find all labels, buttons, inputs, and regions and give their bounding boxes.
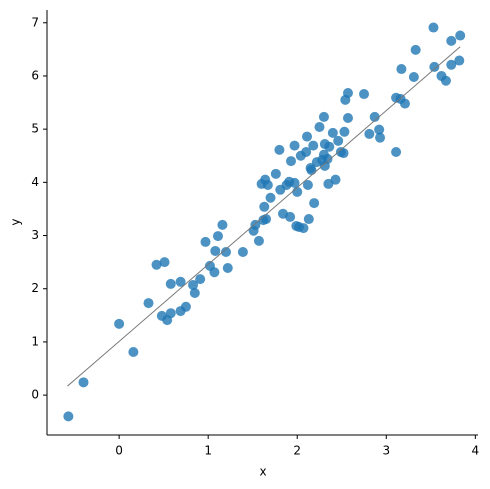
y-tick-label: 1	[31, 334, 39, 348]
point	[327, 127, 338, 138]
x-tick-label: 2	[293, 444, 301, 458]
point	[237, 247, 248, 258]
point	[333, 135, 344, 146]
point	[324, 141, 335, 152]
point	[220, 247, 231, 258]
point	[289, 177, 300, 188]
point	[428, 22, 439, 33]
point	[212, 231, 223, 242]
point	[440, 75, 451, 86]
point	[63, 411, 74, 422]
point	[364, 128, 375, 139]
point	[301, 147, 312, 158]
x-tick-label: 1	[204, 444, 212, 458]
point	[303, 214, 314, 225]
point	[330, 174, 341, 185]
point	[338, 148, 349, 159]
point	[369, 111, 380, 122]
point	[262, 180, 273, 190]
point	[302, 131, 313, 142]
y-tick-label: 3	[31, 228, 39, 242]
point	[151, 259, 162, 270]
point	[314, 122, 325, 133]
y-tick-label: 7	[31, 15, 39, 29]
y-tick-label: 0	[31, 388, 39, 402]
point	[446, 35, 457, 46]
point	[165, 278, 176, 289]
point	[309, 198, 320, 209]
point	[454, 55, 465, 66]
point	[375, 132, 386, 143]
point	[342, 112, 353, 123]
point	[374, 124, 385, 135]
point	[253, 235, 264, 246]
point	[396, 64, 407, 75]
y-tick-label: 5	[31, 122, 39, 136]
point	[259, 201, 270, 212]
point	[175, 276, 186, 287]
point	[159, 257, 170, 268]
point	[270, 168, 281, 179]
y-axis-label: y	[9, 218, 23, 225]
point	[455, 30, 466, 41]
point	[265, 192, 276, 203]
point	[359, 89, 370, 100]
x-tick-label: 3	[382, 444, 390, 458]
fit-line	[67, 46, 461, 387]
point	[410, 44, 421, 55]
point	[250, 219, 261, 230]
point	[285, 156, 296, 167]
point	[200, 236, 211, 247]
point	[128, 347, 139, 358]
point	[322, 153, 333, 164]
point	[446, 59, 457, 70]
point	[342, 87, 353, 98]
point	[285, 211, 296, 222]
point	[399, 98, 410, 109]
point	[261, 214, 272, 225]
x-axis-label: x	[259, 465, 266, 479]
point	[114, 318, 125, 329]
point	[180, 301, 191, 312]
point	[274, 144, 285, 155]
point	[209, 267, 220, 278]
point	[289, 140, 300, 151]
x-tick-label: 0	[115, 444, 123, 458]
y-tick-label: 2	[31, 281, 39, 295]
point	[143, 298, 154, 309]
point	[188, 280, 199, 290]
point	[298, 223, 309, 234]
point	[210, 245, 221, 256]
point	[391, 147, 402, 158]
point	[302, 180, 313, 190]
point	[222, 262, 233, 273]
x-tick-label: 4	[472, 444, 480, 458]
point	[195, 274, 206, 285]
point	[292, 186, 303, 197]
y-tick-label: 4	[31, 175, 39, 189]
point	[308, 140, 319, 151]
point	[189, 287, 200, 298]
point	[165, 308, 176, 319]
point	[408, 72, 419, 83]
point	[217, 219, 228, 230]
y-tick-label: 6	[31, 68, 39, 82]
point	[429, 61, 440, 72]
point	[339, 126, 350, 137]
point	[78, 377, 89, 388]
point	[318, 111, 329, 122]
